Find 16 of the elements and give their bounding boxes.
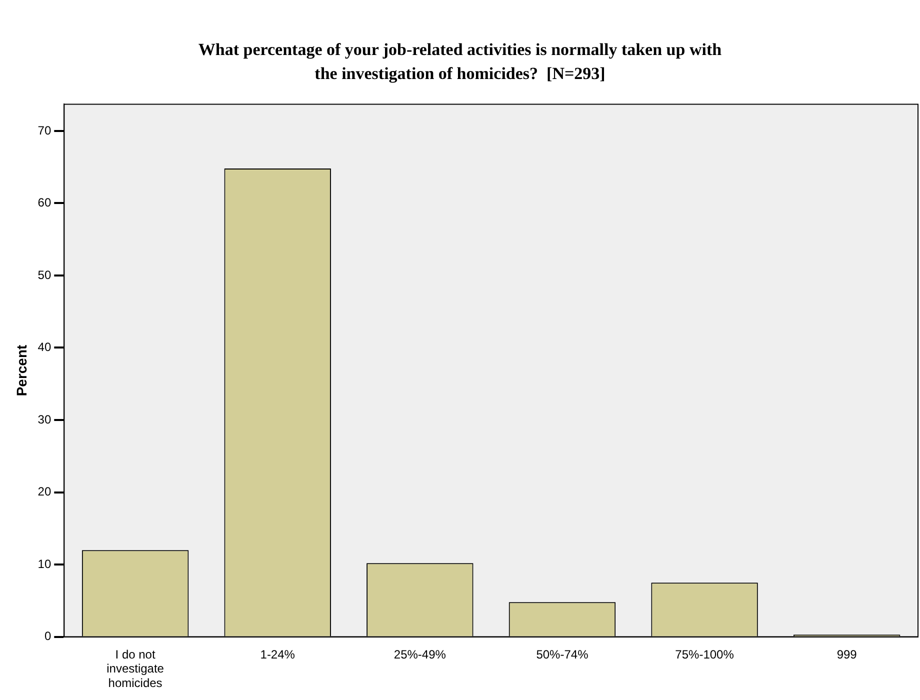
y-tick-label: 20: [38, 484, 52, 499]
y-axis-title: Percent: [13, 344, 30, 396]
x-tick-label: 75%-100%: [675, 647, 734, 662]
x-tick-label: 1-24%: [260, 647, 296, 662]
y-tick-label: 50: [38, 268, 52, 282]
y-tick-label: 10: [38, 556, 52, 571]
chart-title: What percentage of your job-related activities is normally taken up with the investigation of homicides? [N=293]: [197, 39, 723, 85]
x-tick-label: I do not investigate homicides: [106, 647, 164, 690]
y-tick-label: 70: [38, 123, 52, 138]
y-tick-label: 40: [38, 340, 52, 354]
x-tick-label: 999: [836, 647, 858, 662]
y-tick-label: 60: [38, 196, 52, 210]
x-tick-label: 50%-74%: [536, 647, 589, 662]
y-tick-label: 0: [44, 629, 52, 644]
x-tick-label: 25%-49%: [394, 647, 446, 662]
y-tick-label: 30: [38, 412, 52, 426]
